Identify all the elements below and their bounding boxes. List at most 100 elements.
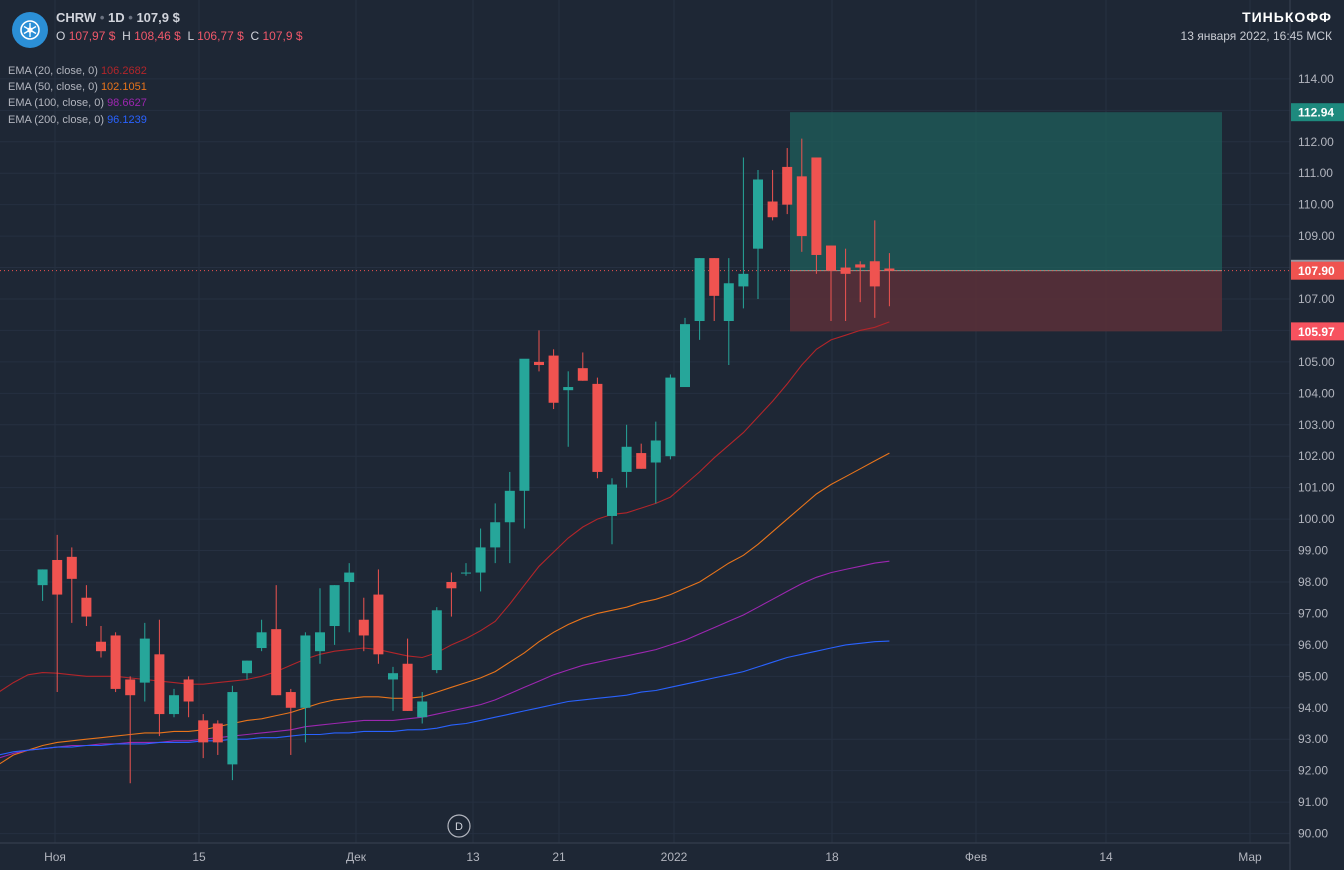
candle-body	[285, 692, 296, 708]
price-tick-label: 114.00	[1298, 72, 1334, 86]
price-tick-label: 98.00	[1298, 575, 1328, 589]
ema-line-200	[0, 640, 890, 756]
time-tick-label: 2022	[661, 850, 688, 864]
candle-body	[563, 387, 574, 391]
candle-body	[621, 446, 632, 472]
legend-ema-50-name: EMA (50, close, 0)	[8, 81, 98, 93]
legend-ema-200-value: 96.1239	[107, 114, 147, 126]
ohlc-open-value: 107,97 $	[68, 29, 116, 43]
price-tick-label: 111.00	[1298, 166, 1333, 180]
dividend-marker-circle	[447, 814, 471, 838]
legend-ema-200[interactable]: EMA (200, close, 0) 96.1239	[8, 114, 147, 126]
entry-price-badge: 107.90	[1298, 264, 1335, 278]
candle-body	[110, 635, 121, 689]
candle-body	[650, 440, 661, 463]
candle-body	[417, 701, 428, 718]
price-tick-label: 100.00	[1298, 512, 1335, 526]
ohlc-high-value: 108,46 $	[134, 29, 181, 43]
ema-lines	[0, 321, 890, 765]
long-position-tool[interactable]	[0, 112, 1290, 332]
profit-zone	[790, 112, 1222, 271]
ohlc-low-label: L	[187, 29, 194, 43]
candle-body	[373, 594, 384, 655]
candle-body	[709, 258, 720, 296]
brand-logo-text: ТИНЬКОФФ	[1242, 9, 1332, 25]
company-logo	[12, 12, 48, 48]
candle-body	[694, 258, 705, 321]
price-tick-label: 112.00	[1298, 135, 1334, 149]
time-tick-label: 21	[552, 850, 566, 864]
symbol-line[interactable]: CHRW • 1D • 107,9 $	[56, 10, 180, 25]
candle-body	[52, 559, 63, 595]
last-price: 107,9 $	[136, 10, 180, 25]
legend-ema-20-value: 106.2682	[100, 65, 147, 77]
candle-body	[723, 283, 734, 321]
candle-body	[344, 572, 355, 582]
target-price-badge-bg	[1291, 103, 1344, 122]
price-tick-label: 101.00	[1298, 481, 1335, 495]
candle-body	[504, 490, 515, 523]
dividend-marker: D	[455, 821, 463, 833]
candle-body	[81, 597, 92, 617]
time-tick-label: Дек	[346, 850, 367, 864]
candle-body	[869, 261, 880, 287]
price-tick-label: 93.00	[1298, 732, 1328, 746]
time-tick-label: Ноя	[44, 850, 66, 864]
candle-body	[37, 569, 48, 586]
candle-body	[767, 201, 778, 218]
time-axis[interactable]: Ноя 15 Дек 13 21 2022 18 Фев 14 Мар	[44, 850, 1262, 864]
candle-body	[753, 179, 763, 249]
time-tick-label: 14	[1099, 850, 1113, 864]
ohlc-low-value: 106,77 $	[197, 29, 244, 43]
price-axis[interactable]: 90.00 91.00 92.00 93.00 94.00 95.00 96.00 97.00…	[1291, 72, 1344, 841]
candle-body	[446, 582, 457, 589]
interval: 1D	[108, 10, 125, 25]
candle-body	[826, 245, 836, 271]
candle-body	[782, 166, 793, 205]
ema-line-20	[0, 321, 890, 692]
candle-body	[242, 660, 252, 674]
legend-ema-100-name: EMA (100, close, 0)	[8, 97, 104, 109]
candle-body	[475, 547, 486, 573]
candle-body	[884, 268, 895, 271]
ema-line-100	[0, 560, 890, 759]
candle-body	[811, 157, 822, 255]
candle-body	[358, 619, 369, 636]
legend-ema-20-name: EMA (20, close, 0)	[8, 65, 98, 77]
candle-body	[125, 679, 136, 696]
candle-body	[388, 673, 398, 680]
price-tick-label: 91.00	[1298, 795, 1328, 809]
price-tick-label: 99.00	[1298, 544, 1328, 558]
candle-body	[66, 556, 77, 579]
legend-ema-50[interactable]: EMA (50, close, 0) 102.1051	[8, 81, 147, 93]
candle-body	[577, 368, 588, 381]
price-tick-label: 92.00	[1298, 764, 1328, 778]
time-tick-label: 18	[825, 850, 839, 864]
candle-body	[665, 377, 676, 457]
candle-body	[300, 635, 311, 708]
time-tick-label: Фев	[965, 850, 987, 864]
target-price-badge: 112.94	[1298, 106, 1334, 120]
ohlc-open-label: O	[56, 29, 66, 43]
ohlc-high-label: H	[122, 29, 131, 43]
price-tick-label: 107.00	[1298, 292, 1335, 306]
candle-body	[796, 176, 807, 237]
stop-price-badge-bg	[1291, 322, 1344, 341]
time-tick-label: 15	[192, 850, 206, 864]
candle-body	[183, 679, 194, 702]
candle-body	[271, 629, 282, 696]
legend-ema-20[interactable]: EMA (20, close, 0) 106.2682	[8, 65, 147, 77]
candle-body	[96, 641, 106, 652]
candle-body	[592, 383, 603, 472]
candle-body	[490, 522, 501, 548]
candle-body	[329, 585, 340, 627]
ema-line-50	[0, 452, 890, 765]
entry-price-badge-bg	[1291, 261, 1344, 280]
legend-ema-100[interactable]: EMA (100, close, 0) 98.6627	[8, 97, 147, 109]
candle-body	[315, 632, 325, 652]
legend-ema-200-name: EMA (200, close, 0)	[8, 114, 104, 126]
price-tick-label: 110.00	[1298, 198, 1334, 212]
candle-body	[840, 267, 851, 274]
candle-body	[519, 358, 530, 491]
